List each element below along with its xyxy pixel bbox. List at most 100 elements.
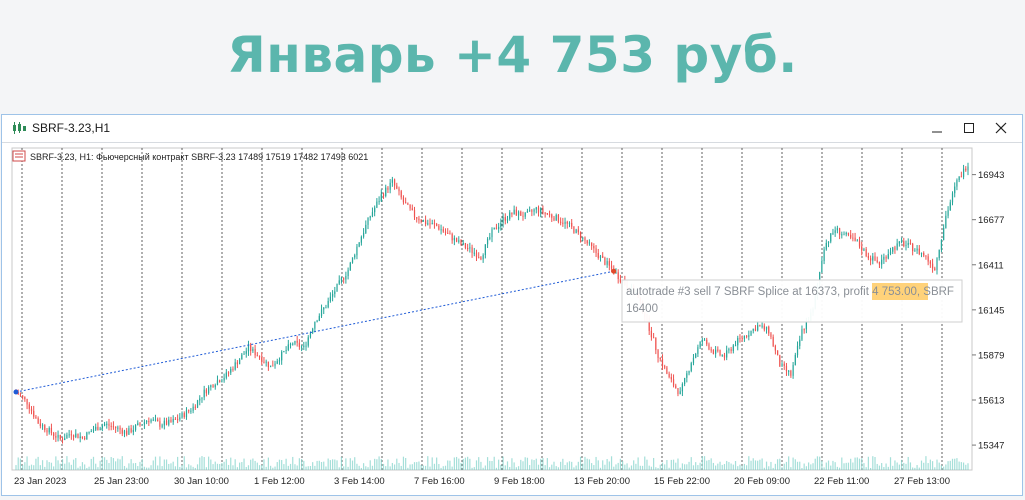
- candle-body: [832, 232, 834, 234]
- candle-body: [659, 357, 661, 359]
- candle-body: [234, 362, 236, 370]
- volume-bar: [748, 456, 750, 470]
- annotation-line-1: autotrade #3 sell 7 SBRF Splice at 16373…: [626, 286, 954, 298]
- candle-body: [876, 260, 878, 262]
- price-chart[interactable]: 23 Jan 2023 25 Jan 23:00 30 Jan 10:00 1 Feb…: [6, 144, 1020, 495]
- candle-body: [843, 234, 845, 236]
- candle-body: [686, 373, 688, 378]
- volume-bar: [269, 465, 272, 470]
- x-tick-label: 27 Feb 13:00: [894, 476, 950, 487]
- minimize-button[interactable]: [922, 117, 952, 139]
- y-tick-label: 16411: [978, 260, 1004, 271]
- window-titlebar[interactable]: SBRF-3.23,H1: [2, 115, 1022, 143]
- volume-bar: [447, 460, 449, 470]
- candle-body: [223, 377, 225, 381]
- candle-body: [148, 421, 150, 423]
- volume-bar: [429, 466, 431, 470]
- candle-body: [137, 423, 139, 426]
- close-button[interactable]: [986, 117, 1016, 139]
- volume-bar: [715, 465, 717, 470]
- candle-body: [945, 215, 947, 228]
- chart-window[interactable]: SBRF-3.23,H1 23 Jan 2023 25 Jan 23:00 30 J…: [1, 114, 1023, 496]
- volume-bar: [889, 457, 892, 470]
- volume-bar: [865, 467, 867, 470]
- candle-body: [931, 263, 934, 269]
- volume-bar: [938, 462, 940, 470]
- trade-line: [15, 270, 614, 393]
- volume-bar: [845, 462, 847, 470]
- volume-bar: [480, 461, 482, 470]
- volume-bar: [300, 458, 303, 470]
- volume-bar: [225, 459, 227, 470]
- volume-bar: [517, 466, 520, 470]
- candle-body: [265, 361, 267, 363]
- volume-bar: [502, 456, 504, 470]
- volume-bar: [639, 465, 641, 470]
- volume-bar: [832, 460, 834, 470]
- volume-bar: [343, 466, 345, 470]
- candle-body: [436, 224, 438, 226]
- volume-bar: [411, 464, 413, 470]
- volume-bar: [196, 464, 199, 470]
- candle-body: [845, 232, 847, 235]
- candle-body: [965, 168, 967, 171]
- candle-body: [548, 214, 551, 216]
- volume-bar: [334, 459, 336, 470]
- volume-bar: [635, 463, 637, 470]
- volume-bar: [221, 463, 223, 470]
- volume-bar: [898, 464, 900, 470]
- candle-body: [267, 361, 269, 368]
- volume-bar: [194, 467, 196, 470]
- volume-bar: [597, 460, 599, 470]
- volume-bar: [743, 463, 745, 470]
- candle-body: [232, 368, 234, 370]
- volume-bar: [174, 466, 177, 470]
- volume-bar: [717, 463, 719, 470]
- volume-bar: [219, 464, 221, 470]
- volume-bar: [212, 464, 214, 470]
- candle-body: [312, 328, 314, 333]
- candle-body: [84, 437, 86, 440]
- candle-body: [617, 272, 619, 280]
- candle-body: [684, 377, 686, 385]
- candle-body: [575, 229, 577, 233]
- volume-bar: [227, 464, 230, 470]
- volume-bar: [112, 458, 115, 470]
- candle-body: [475, 252, 478, 258]
- candle-body: [900, 241, 903, 243]
- volume-bar: [861, 458, 863, 470]
- volume-bar: [752, 458, 754, 470]
- volume-bar: [70, 464, 72, 470]
- volume-bar: [303, 460, 305, 470]
- volume-bar: [730, 463, 732, 470]
- maximize-button[interactable]: [954, 117, 984, 139]
- candle-body: [726, 350, 728, 358]
- volume-bar: [407, 467, 409, 470]
- candle-body: [573, 226, 575, 233]
- candle-body: [97, 426, 99, 431]
- candle-body: [92, 429, 95, 432]
- candle-body: [201, 397, 203, 399]
- volume-bar: [896, 462, 898, 470]
- candle-body: [675, 385, 677, 389]
- candle-body: [192, 406, 194, 411]
- candle-body: [517, 211, 520, 216]
- candle-body: [165, 420, 168, 425]
- candle-body: [772, 336, 774, 346]
- volume-bar: [292, 456, 294, 470]
- candle-body: [418, 218, 420, 221]
- candle-body: [298, 342, 300, 347]
- candle-body: [106, 423, 108, 425]
- volume-bar: [382, 463, 385, 470]
- volume-bar: [493, 456, 495, 470]
- chart-area[interactable]: 23 Jan 2023 25 Jan 23:00 30 Jan 10:00 1 Feb…: [6, 144, 1020, 495]
- candle-body: [765, 326, 768, 330]
- volume-bar: [336, 460, 338, 470]
- trade-exit-marker: [611, 268, 617, 274]
- candle-body: [159, 421, 161, 427]
- volume-bar: [608, 461, 610, 470]
- volume-bar: [489, 460, 491, 470]
- volume-bar: [72, 459, 75, 470]
- candle-body: [542, 208, 544, 213]
- y-tick-label: 16677: [978, 215, 1004, 226]
